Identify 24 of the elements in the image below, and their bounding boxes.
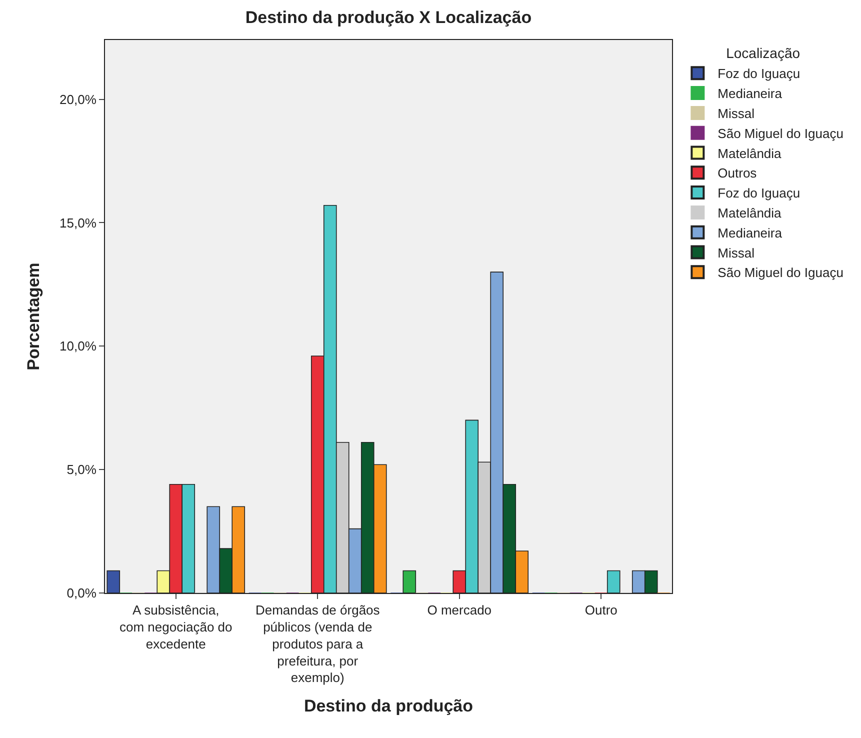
y-tick-label: 15,0%	[60, 215, 97, 230]
legend-label: Matelândia	[718, 206, 782, 221]
x-tick-label: Outro	[584, 602, 618, 618]
legend-label: Foz do Iguaçu	[718, 66, 800, 82]
legend-label: Medianeira	[718, 225, 783, 240]
legend-label: Foz do Iguaçu	[718, 186, 800, 201]
legend-label: São Miguel do Iguaçu	[718, 265, 844, 280]
x-tick-label: O mercado	[427, 602, 492, 618]
y-tick-label: 5,0%	[66, 462, 97, 478]
legend-title: Localização	[726, 45, 800, 62]
legend-label: Missal	[718, 106, 755, 122]
y-tick-label: 0,0%	[66, 586, 97, 601]
legend-label: Medianeira	[718, 86, 783, 102]
legend-label: São Miguel do Iguaçu	[718, 126, 844, 141]
chart-title: Destino da produção X Localização	[245, 8, 532, 27]
x-tick-label: A subsistência, com negociação do excedente	[120, 602, 232, 652]
y-axis-title: Porcentagem	[24, 262, 44, 370]
legend-label: Matelândia	[718, 146, 782, 161]
x-tick-label: Demandas de órgãos públicos (venda de produtos para a prefeitura, por exemplo)	[255, 602, 380, 686]
x-axis-title: Destino da produção	[304, 696, 474, 716]
y-tick-label: 10,0%	[60, 338, 97, 354]
y-tick-label: 20,0%	[60, 92, 97, 107]
legend-label: Outros	[718, 166, 758, 181]
legend-label: Missal	[718, 245, 755, 260]
